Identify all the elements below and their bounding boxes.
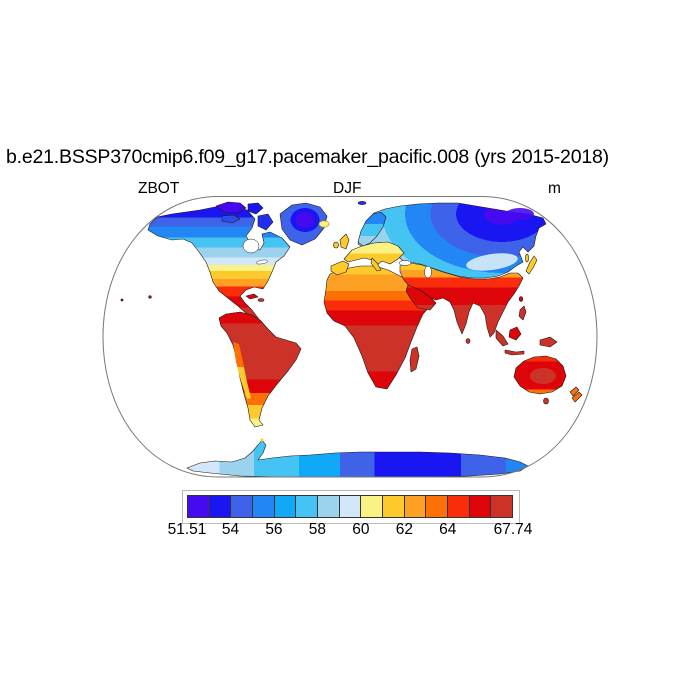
colorbar-box (426, 496, 449, 517)
colorbar-box (491, 496, 513, 517)
landmass-greenland (279, 202, 328, 246)
landmass-italy (370, 257, 382, 272)
colorbar-box (339, 496, 362, 517)
antarctic-peninsula-tip (260, 438, 264, 442)
landmass-sumatra (495, 329, 509, 347)
landmass-britain (339, 233, 350, 250)
hudson-bay (242, 238, 260, 254)
landmass-island-dot (120, 298, 124, 302)
plot-title: b.e21.BSSP370cmip6.f09_g17.pacemaker_pac… (6, 146, 609, 168)
colorbar-perimeter (182, 490, 520, 524)
colorbar-box (253, 496, 275, 517)
australia-interior-dark (530, 368, 556, 384)
colorbar-tick-label: 54 (221, 521, 240, 538)
colorbar-tick-label: 58 (308, 521, 327, 538)
landmass-borneo (508, 326, 522, 341)
mongolia-pale-band (466, 253, 518, 271)
landmass-tasmania (543, 397, 549, 405)
landmass-sri-lanka (465, 338, 471, 344)
landmass-japan (525, 255, 538, 275)
landmass-africa (323, 265, 431, 390)
landmass-madagascar (409, 346, 420, 373)
landmass-baffin-island (257, 213, 274, 231)
colorbar-tick-label: 51.51 (167, 521, 207, 538)
colorbar (187, 495, 513, 518)
landmass-south-america (218, 311, 302, 428)
landmass-andes-strip (233, 342, 251, 399)
colorbar-box (469, 496, 492, 517)
landmass-java (504, 349, 525, 356)
caspian-sea (424, 265, 432, 279)
landmass-cuba (245, 293, 259, 300)
landmass-arctic-islands (247, 202, 264, 215)
landmass-europe (343, 241, 405, 267)
colorbar-box (361, 496, 384, 517)
landmass-hawaii (148, 295, 152, 299)
black-sea (398, 260, 412, 266)
variable-label: ZBOT (138, 180, 180, 197)
colorbar-tick-label: 64 (439, 521, 457, 538)
ne-siberia-violet-patch (506, 208, 534, 220)
colorbar-box (231, 496, 254, 517)
landmass-arctic-islands (215, 201, 247, 214)
units-label: m (548, 180, 561, 197)
colorbar-box (318, 496, 340, 517)
landmass-south-asia (399, 262, 524, 338)
colorbar-box (383, 496, 405, 517)
landmass-antarctica (186, 439, 529, 478)
colorbar-box (188, 496, 210, 517)
landmass-ireland (333, 241, 339, 249)
colorbar-tick-labels: 51.51 54 56 58 60 62 64 67.74 (168, 521, 533, 539)
landmass-hispaniola (257, 298, 265, 302)
colorbar-box (274, 496, 297, 517)
colorbar-box (209, 496, 232, 517)
landmass-north-america (147, 205, 291, 325)
landmass-arabia (405, 284, 437, 311)
colorbar-tick-label: 67.74 (493, 521, 533, 538)
landmass-taiwan (518, 296, 524, 302)
landmass-arctic-islands (221, 214, 241, 224)
great-lakes (255, 259, 269, 265)
landmass-iceland (318, 220, 330, 228)
colorbar-tick-label: 62 (395, 521, 413, 538)
landmass-scandinavia (357, 211, 387, 247)
map-boundary-outline (102, 196, 598, 478)
landmass-svalbard (357, 201, 367, 205)
landmass-iberia (330, 260, 350, 276)
colorbar-tick-label: 56 (265, 521, 283, 538)
colorbar-box (404, 496, 427, 517)
colorbar-tick-label: 60 (352, 521, 370, 538)
season-label: DJF (333, 180, 362, 197)
landmass-sakhalin (525, 253, 529, 263)
colorbar-box (448, 496, 470, 517)
landmass-philippines (518, 305, 527, 321)
colorbar-box (296, 496, 319, 517)
landmass-new-guinea (539, 336, 558, 348)
landmass-new-zealand (569, 386, 583, 403)
